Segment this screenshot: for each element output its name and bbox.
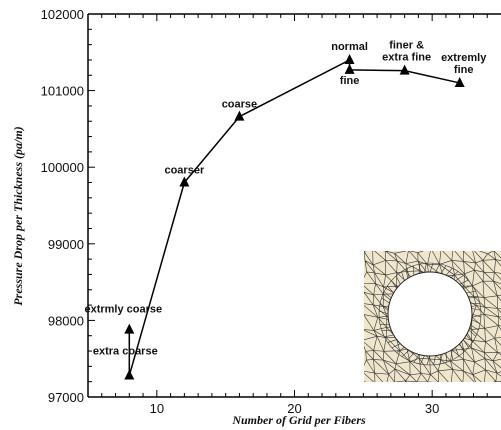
y-axis-label: Pressure Drop per Thickness (pa/m)	[11, 126, 25, 305]
x-tick-label: 20	[287, 401, 301, 416]
x-tick-label: 10	[150, 401, 164, 416]
y-tick-label: 101000	[41, 84, 84, 99]
data-point	[124, 369, 135, 380]
y-tick-label: 102000	[41, 7, 84, 22]
y-tick-label: 99000	[48, 237, 84, 252]
point-label: normal	[331, 41, 368, 53]
point-label: extrmly coarse	[84, 304, 162, 316]
data-point	[399, 64, 410, 75]
y-tick-label: 100000	[41, 160, 84, 175]
series-line	[128, 58, 460, 376]
point-label: coarser	[164, 165, 204, 177]
x-axis-label: Number of Grid per Fibers	[231, 413, 366, 427]
y-tick-label: 97000	[48, 390, 84, 405]
point-label: extra coarse	[93, 346, 158, 358]
data-point	[124, 323, 135, 334]
x-axis-ticks: 10 20 30	[101, 14, 488, 416]
point-label: coarse	[222, 99, 257, 111]
y-tick-label: 98000	[48, 313, 84, 328]
data-point	[344, 53, 355, 64]
mesh-inset-image	[364, 251, 501, 382]
fiber-hole	[387, 271, 473, 357]
point-label: finer & extra fine	[382, 40, 431, 64]
data-point	[454, 76, 465, 87]
x-tick-label: 30	[425, 401, 439, 416]
y-axis-ticks: 97000 98000 99000 100000 101000 102000	[41, 7, 95, 405]
data-point	[344, 63, 355, 74]
point-labels: extrmly coarse extra coarse coarser coarse n…	[84, 40, 487, 358]
point-label: fine	[340, 75, 360, 87]
series-group	[124, 53, 465, 380]
data-point	[234, 110, 245, 121]
data-point	[179, 176, 190, 187]
point-label: extremly fine	[441, 52, 487, 76]
